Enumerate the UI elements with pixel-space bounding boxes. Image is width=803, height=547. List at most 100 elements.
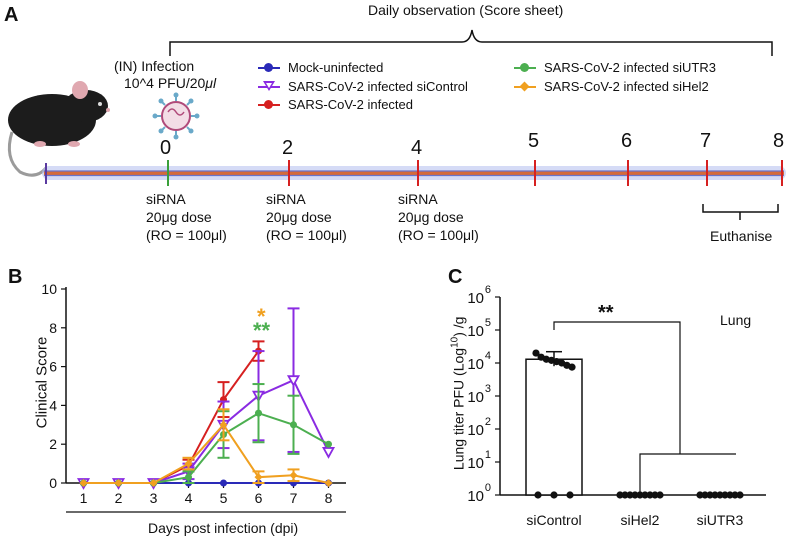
bar-sicontrol [525,358,583,496]
dpi-xlabel: Days post infection (dpi) [148,520,299,536]
data-point [254,473,263,482]
x-tick-label: 7 [290,490,298,506]
data-point [696,491,704,499]
timeline-day-label: 5 [528,130,540,152]
data-point [646,491,654,499]
legend-infected: SARS-CoV-2 infected [258,97,413,112]
data-point [731,491,739,499]
data-point [219,420,228,429]
infection-dose-label: 10^4 PFU/20μl [124,75,217,91]
y-tick-label: 6 [49,359,57,375]
data-point [568,363,576,371]
data-point [716,491,724,499]
legend-triangle-icon [258,80,280,93]
x-tick-label: 5 [220,490,228,506]
data-point [534,491,542,499]
sirna-dose-day0: siRNA 20μg dose (RO = 100μl) [146,191,227,243]
data-point [641,491,649,499]
data-point [114,479,123,487]
timeline-day-label: 2 [282,137,294,159]
euthanise-bracket [702,204,779,220]
data-point [711,491,719,499]
x-tick-label: 3 [150,490,158,506]
panel-a-letter: A [4,4,19,26]
y-tick-base: 10 [467,422,484,439]
data-point [290,421,297,429]
timeline-day-label: 7 [700,130,712,152]
significance-bracket [639,453,736,492]
x-category-label: siHel2 [621,512,660,528]
sirna-dose-day2: siRNA 20μg dose (RO = 100μl) [266,191,347,243]
significance-star-sihel2: * [257,304,266,329]
data-point [220,479,227,487]
legend-circle-icon [258,99,280,111]
data-point [79,479,88,487]
y-tick-exponent: 5 [485,317,491,329]
y-tick-exponent: 0 [485,482,491,494]
y-tick-label: 2 [49,436,57,452]
y-tick-label: 10 [41,281,57,297]
y-tick-base: 10 [467,290,484,307]
timeline-day-label: 8 [773,130,785,152]
x-tick-label: 8 [325,490,333,506]
observation-bracket [169,29,773,56]
data-point [324,479,333,487]
legend-siutr3: SARS-CoV-2 infected siUTR3 [514,60,716,75]
y-tick-label: 0 [49,475,57,491]
y-tick-exponent: 2 [485,416,491,428]
data-point [621,491,629,499]
data-point [656,491,664,499]
significance-star-lung: ** [598,302,614,324]
data-point [286,375,301,388]
data-point [636,491,644,499]
data-point [321,447,336,459]
significance-bracket [553,321,681,454]
x-tick-label: 2 [115,490,123,506]
legend-circle-icon [514,62,536,74]
series-line [83,423,329,484]
data-point [185,473,192,481]
daily-observation-label: Daily observation (Score sheet) [368,2,564,18]
y-tick-base: 10 [467,488,484,505]
timeline-day-label: 6 [621,130,633,152]
data-point [184,459,193,468]
y-tick-exponent: 1 [485,449,491,461]
infection-route-label: (IN) Infection [114,58,195,74]
y-tick-label: 4 [49,397,57,413]
x-tick-label: 1 [80,490,88,506]
data-point [631,491,639,499]
significance-star-siutr3: ** [253,318,271,343]
y-tick-label: 8 [49,320,57,336]
y-tick-exponent: 6 [485,284,491,296]
data-point [289,471,298,480]
virus-icon [152,92,200,140]
x-tick-label: 6 [255,490,263,506]
legend-mock-uninfected: Mock-uninfected [258,60,383,75]
y-tick-base: 10 [467,455,484,472]
panel-c-letter: C [448,266,463,288]
x-category-label: siControl [526,512,581,528]
legend-sicontrol: SARS-CoV-2 infected siControl [258,79,468,94]
y-tick-base: 10 [467,356,484,373]
y-tick-exponent: 4 [485,350,491,362]
mouse-icon [7,81,110,177]
data-point [616,491,624,499]
sirna-dose-day4: siRNA 20μg dose (RO = 100μl) [398,191,479,243]
data-point [532,349,540,357]
timeline-day-label: 0 [160,137,172,159]
data-point [325,440,332,448]
legend-sihel2: SARS-CoV-2 infected siHel2 [514,79,709,94]
x-category-label: siUTR3 [697,512,744,528]
data-point [149,479,158,487]
data-point [651,491,659,499]
y-tick-exponent: 3 [485,383,491,395]
legend-diamond-icon [514,81,536,93]
data-point [706,491,714,499]
data-point [255,409,262,417]
panel-b-letter: B [8,266,23,288]
data-point [626,491,634,499]
data-point [550,491,558,499]
data-point [566,491,574,499]
